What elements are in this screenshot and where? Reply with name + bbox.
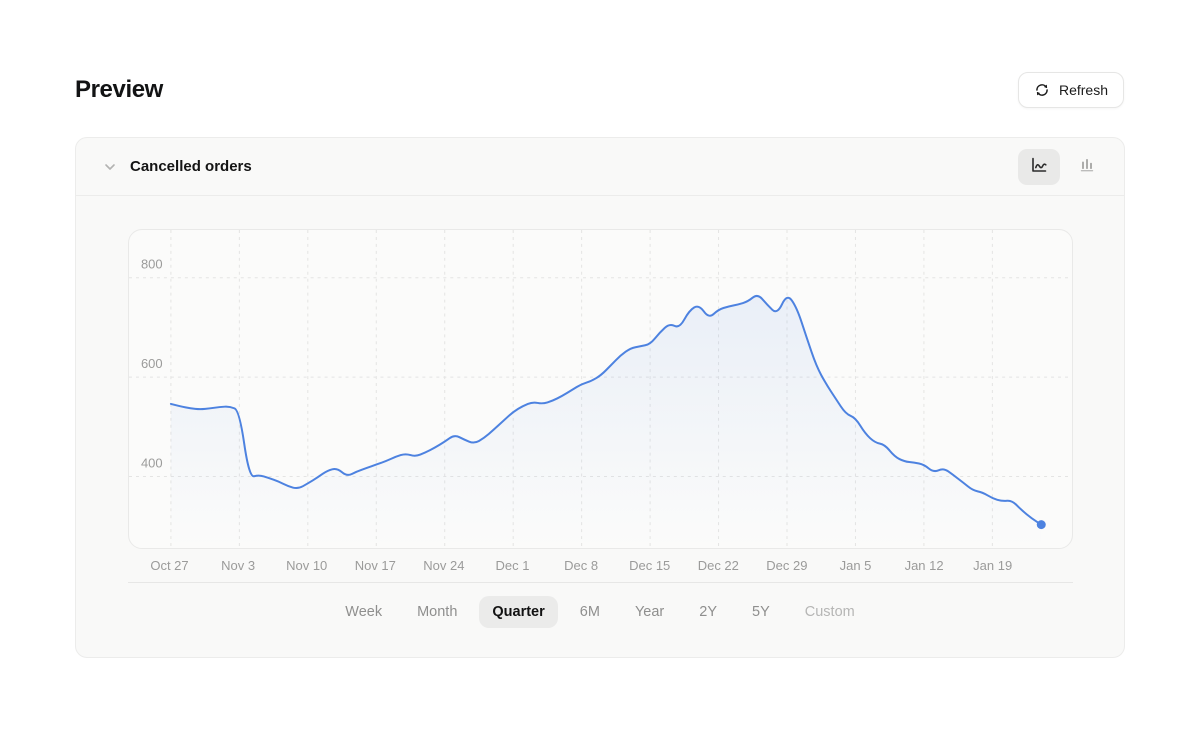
- topbar: Preview Refresh: [75, 72, 1124, 108]
- range-selector: Week Month Quarter 6M Year 2Y 5Y Custom: [76, 596, 1124, 628]
- range-option-quarter[interactable]: Quarter: [479, 596, 558, 628]
- range-option-week[interactable]: Week: [332, 596, 395, 628]
- range-option-6m[interactable]: 6M: [567, 596, 613, 628]
- range-option-5y[interactable]: 5Y: [739, 596, 783, 628]
- line-chart-icon: [1029, 155, 1049, 178]
- card-header: Cancelled orders: [76, 138, 1124, 196]
- svg-text:400: 400: [140, 456, 162, 471]
- range-option-custom[interactable]: Custom: [792, 596, 868, 628]
- range-option-month[interactable]: Month: [404, 596, 470, 628]
- svg-text:600: 600: [140, 356, 162, 371]
- x-tick-label: Dec 22: [697, 558, 739, 573]
- x-tick-label: Nov 17: [354, 558, 396, 573]
- line-chart-toggle-button[interactable]: [1018, 148, 1060, 185]
- x-axis-labels: Oct 27 Nov 3 Nov 10 Nov 17 Nov 24 Dec 1 …: [128, 549, 1073, 582]
- chart-type-toggle-group: [1018, 148, 1108, 185]
- svg-text:800: 800: [140, 257, 162, 272]
- card-title: Cancelled orders: [130, 158, 252, 175]
- x-tick-label: Nov 10: [286, 558, 328, 573]
- refresh-button[interactable]: Refresh: [1017, 72, 1124, 108]
- x-tick-label: Jan 5: [839, 558, 872, 573]
- x-tick-label: Dec 29: [766, 558, 808, 573]
- chart-plot-area: 400 600 800: [127, 229, 1073, 549]
- x-tick-label: Oct 27: [150, 558, 189, 573]
- bar-chart-toggle-button[interactable]: [1066, 149, 1108, 185]
- x-tick-label: Dec 8: [564, 558, 599, 573]
- refresh-icon: [1034, 82, 1050, 98]
- x-tick-label: Dec 1: [495, 558, 530, 573]
- x-tick-label: Nov 3: [221, 558, 256, 573]
- x-tick-label: Dec 15: [629, 558, 671, 573]
- cancelled-orders-card: Cancelled orders: [75, 137, 1125, 658]
- x-tick-label: Jan 12: [904, 558, 944, 573]
- range-option-year[interactable]: Year: [622, 596, 677, 628]
- x-tick-label: Jan 19: [973, 558, 1013, 573]
- chevron-down-icon[interactable]: [98, 155, 122, 179]
- range-option-2y[interactable]: 2Y: [686, 596, 730, 628]
- x-tick-label: Nov 24: [423, 558, 465, 573]
- bar-chart-icon: [1077, 155, 1097, 178]
- cancelled-orders-line-chart: 400 600 800: [128, 230, 1072, 548]
- refresh-label: Refresh: [1058, 82, 1108, 98]
- page-title: Preview: [75, 76, 163, 103]
- chart-footer-divider: [127, 582, 1073, 583]
